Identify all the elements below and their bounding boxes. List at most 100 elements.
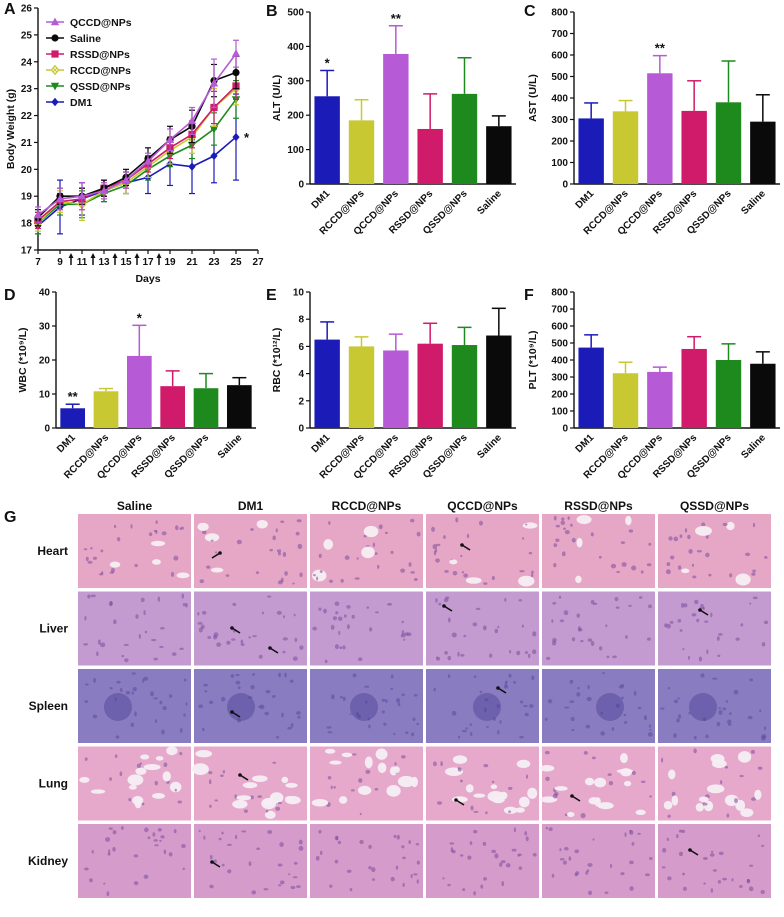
cell-nucleus	[136, 763, 141, 769]
tissue-space	[358, 785, 372, 795]
cell-nucleus	[751, 572, 756, 576]
cell-nucleus	[87, 560, 93, 564]
y-tick-label: 24	[21, 57, 33, 68]
cell-nucleus	[378, 524, 383, 530]
tissue-space	[671, 795, 679, 806]
cell-nucleus	[435, 558, 440, 563]
cell-nucleus	[482, 841, 487, 846]
cell-nucleus	[519, 570, 525, 573]
cell-nucleus	[462, 888, 466, 892]
cell-nucleus	[591, 756, 596, 760]
cell-nucleus	[590, 600, 595, 605]
cell-nucleus	[411, 732, 415, 737]
tissue-space	[575, 575, 582, 584]
cell-nucleus	[277, 863, 283, 867]
cell-nucleus	[749, 602, 752, 605]
y-tick-label: 300	[287, 76, 304, 87]
cell-nucleus	[524, 712, 529, 717]
row-label: Kidney	[28, 854, 68, 868]
cell-nucleus	[569, 679, 574, 684]
histology-image	[658, 591, 771, 666]
cell-nucleus	[461, 729, 467, 733]
cell-nucleus	[147, 836, 151, 840]
cell-nucleus	[761, 735, 766, 741]
histology-image	[426, 746, 539, 821]
tissue-background	[542, 514, 655, 588]
histology-image	[310, 514, 423, 588]
y-tick-label: 0	[298, 180, 304, 191]
cell-nucleus	[705, 552, 710, 558]
cell-nucleus	[397, 702, 401, 707]
cell-nucleus	[705, 734, 709, 739]
cell-nucleus	[448, 617, 451, 623]
significance-star: *	[325, 55, 331, 70]
cell-nucleus	[338, 630, 341, 636]
cell-nucleus	[296, 885, 301, 888]
y-tick-label: 200	[551, 390, 568, 401]
cell-nucleus	[174, 788, 177, 792]
cell-nucleus	[564, 530, 570, 535]
series-line	[37, 136, 237, 227]
cell-nucleus	[532, 852, 537, 857]
x-tick-label: 21	[186, 257, 198, 268]
follicle	[104, 693, 132, 721]
cell-nucleus	[243, 809, 248, 813]
cell-nucleus	[640, 780, 646, 784]
cell-nucleus	[298, 845, 304, 851]
cell-nucleus	[400, 568, 406, 573]
cell-nucleus	[700, 604, 704, 607]
cell-nucleus	[250, 528, 254, 531]
cell-nucleus	[318, 829, 322, 834]
histology-image	[78, 669, 191, 743]
cell-nucleus	[552, 793, 558, 799]
cell-nucleus	[342, 696, 346, 702]
cell-nucleus	[620, 872, 625, 876]
cell-nucleus	[735, 637, 740, 641]
tissue-space	[197, 522, 209, 531]
cell-nucleus	[511, 848, 517, 852]
tissue-space	[152, 792, 165, 799]
cell-nucleus	[450, 847, 454, 853]
cell-nucleus	[282, 615, 285, 619]
tissue-space	[90, 789, 106, 794]
cell-nucleus	[154, 719, 158, 723]
cell-nucleus	[470, 805, 474, 811]
cell-nucleus	[221, 863, 225, 867]
cell-nucleus	[276, 549, 282, 553]
cell-nucleus	[571, 729, 575, 732]
cell-nucleus	[559, 858, 565, 861]
panel-letter-c: C	[524, 3, 536, 20]
cell-nucleus	[752, 596, 758, 600]
cell-nucleus	[112, 846, 116, 852]
y-tick-label: 200	[551, 137, 568, 148]
cell-nucleus	[390, 550, 394, 554]
tissue-space	[490, 784, 498, 790]
series-qssd-nps	[33, 79, 241, 235]
cell-nucleus	[447, 674, 451, 679]
cell-nucleus	[486, 725, 489, 729]
cell-nucleus	[563, 527, 566, 530]
cell-nucleus	[387, 602, 392, 606]
cell-nucleus	[312, 626, 317, 631]
tissue-space	[232, 799, 248, 809]
cell-nucleus	[757, 766, 763, 770]
lesion-arrow-head	[688, 848, 692, 852]
cell-nucleus	[629, 860, 634, 865]
cell-nucleus	[739, 774, 744, 778]
cell-nucleus	[275, 806, 281, 811]
cell-nucleus	[366, 606, 370, 609]
cell-nucleus	[215, 551, 218, 554]
cell-nucleus	[132, 686, 137, 692]
cell-nucleus	[590, 640, 595, 646]
y-tick-label: 400	[551, 94, 568, 105]
bar	[612, 373, 639, 428]
cell-nucleus	[560, 520, 565, 526]
cell-nucleus	[706, 649, 709, 655]
cell-nucleus	[761, 642, 766, 647]
cell-nucleus	[163, 849, 167, 855]
histology-image	[542, 591, 655, 666]
cell-nucleus	[381, 698, 386, 702]
cell-nucleus	[731, 878, 734, 882]
cell-nucleus	[530, 573, 534, 578]
